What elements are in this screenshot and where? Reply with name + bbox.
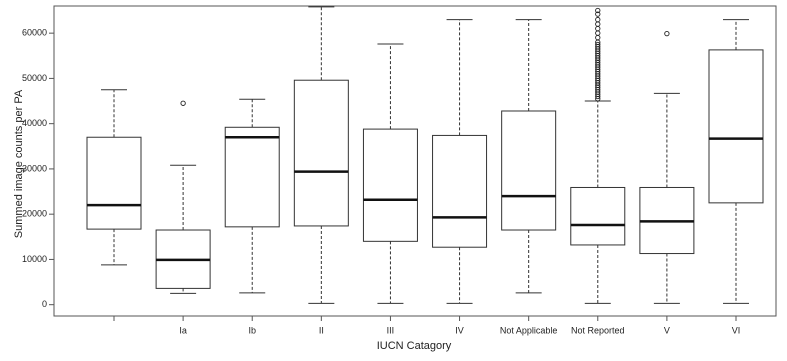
x-tick-label: Ib	[248, 325, 256, 335]
iqr-box	[708, 49, 764, 204]
y-tick-label: 50000	[22, 73, 47, 83]
iqr-box	[432, 134, 488, 248]
y-tick-label: 20000	[22, 209, 47, 219]
outlier-point	[595, 41, 601, 48]
y-axis-title: Summed image counts per PA	[13, 89, 25, 238]
x-axis-title: IUCN Catagory	[377, 340, 452, 352]
box-group	[432, 19, 488, 304]
x-tick-label: V	[664, 325, 670, 335]
y-tick-label: 60000	[22, 28, 47, 38]
y-tick-label: 0	[42, 299, 47, 309]
box-group	[570, 7, 626, 304]
iqr-box	[570, 186, 626, 246]
box-group	[86, 89, 142, 266]
box-group	[293, 6, 349, 304]
x-tick-label: Ia	[179, 325, 187, 335]
x-tick-label: II	[319, 325, 324, 335]
iqr-box	[362, 128, 418, 242]
outlier-point	[180, 100, 186, 106]
outlier-point	[595, 11, 601, 17]
box-group	[155, 100, 211, 294]
outlier-point	[664, 30, 670, 37]
box-group	[501, 19, 557, 294]
x-tick-label: IV	[455, 325, 464, 335]
outlier-point	[595, 35, 601, 41]
outlier-point	[595, 21, 601, 27]
x-tick-label: Not Reported	[571, 325, 625, 335]
y-tick-label: 10000	[22, 254, 47, 264]
outlier-point	[595, 30, 601, 36]
box-group	[362, 43, 418, 304]
x-tick-label: III	[387, 325, 395, 335]
box-group	[639, 30, 695, 304]
outlier-point	[595, 7, 601, 14]
y-tick-label: 40000	[22, 118, 47, 128]
y-tick-label: 30000	[22, 163, 47, 173]
iqr-box	[501, 110, 557, 231]
iqr-box	[293, 79, 349, 227]
box-group	[708, 19, 764, 304]
x-tick-label: Not Applicable	[500, 325, 558, 335]
plot-frame	[53, 5, 777, 317]
outlier-point	[595, 16, 601, 23]
box-group	[224, 98, 280, 294]
outlier-point	[595, 25, 601, 32]
iqr-box	[86, 136, 142, 230]
iqr-box	[224, 126, 280, 228]
x-tick-label: VI	[732, 325, 741, 335]
